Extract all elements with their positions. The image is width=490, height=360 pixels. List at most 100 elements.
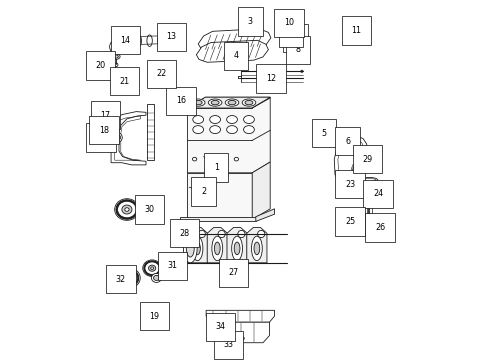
Ellipse shape bbox=[118, 268, 140, 288]
Polygon shape bbox=[187, 228, 208, 263]
Text: 15: 15 bbox=[96, 133, 106, 142]
Ellipse shape bbox=[244, 116, 254, 123]
Ellipse shape bbox=[124, 274, 134, 282]
Ellipse shape bbox=[114, 63, 118, 67]
Ellipse shape bbox=[192, 236, 203, 261]
Ellipse shape bbox=[158, 35, 163, 46]
Ellipse shape bbox=[213, 157, 218, 161]
Polygon shape bbox=[187, 97, 270, 108]
Ellipse shape bbox=[237, 336, 245, 341]
Text: 29: 29 bbox=[362, 155, 372, 163]
Bar bbox=[147, 104, 154, 160]
Ellipse shape bbox=[215, 242, 220, 255]
Text: 9: 9 bbox=[289, 28, 294, 37]
Text: 11: 11 bbox=[352, 26, 362, 35]
Ellipse shape bbox=[116, 136, 119, 139]
Ellipse shape bbox=[289, 24, 292, 27]
Text: 18: 18 bbox=[99, 126, 109, 135]
Ellipse shape bbox=[210, 116, 220, 123]
Ellipse shape bbox=[147, 208, 150, 211]
Ellipse shape bbox=[195, 242, 200, 255]
Ellipse shape bbox=[244, 126, 254, 134]
Text: 34: 34 bbox=[216, 323, 225, 331]
Ellipse shape bbox=[169, 35, 174, 46]
Text: 21: 21 bbox=[120, 77, 129, 86]
Text: 25: 25 bbox=[345, 217, 355, 226]
Polygon shape bbox=[247, 228, 267, 263]
Ellipse shape bbox=[113, 43, 120, 51]
Polygon shape bbox=[252, 162, 270, 220]
Ellipse shape bbox=[218, 230, 225, 238]
Polygon shape bbox=[196, 40, 269, 62]
Ellipse shape bbox=[194, 100, 202, 105]
Text: 26: 26 bbox=[375, 223, 385, 232]
Ellipse shape bbox=[148, 265, 156, 271]
Ellipse shape bbox=[145, 206, 152, 213]
Ellipse shape bbox=[251, 236, 262, 261]
Ellipse shape bbox=[301, 70, 303, 72]
Ellipse shape bbox=[183, 234, 197, 263]
Ellipse shape bbox=[151, 274, 162, 282]
Text: 12: 12 bbox=[266, 74, 276, 83]
Ellipse shape bbox=[147, 35, 152, 46]
Text: 14: 14 bbox=[121, 36, 130, 45]
Ellipse shape bbox=[192, 99, 205, 106]
Polygon shape bbox=[111, 112, 146, 165]
Text: 4: 4 bbox=[234, 51, 239, 60]
Text: 10: 10 bbox=[284, 18, 294, 27]
Ellipse shape bbox=[363, 214, 375, 224]
Ellipse shape bbox=[350, 31, 357, 37]
Ellipse shape bbox=[211, 100, 219, 105]
Polygon shape bbox=[134, 73, 137, 86]
Ellipse shape bbox=[112, 132, 122, 143]
Ellipse shape bbox=[242, 99, 256, 106]
Text: 23: 23 bbox=[345, 180, 355, 189]
Ellipse shape bbox=[143, 260, 162, 276]
Ellipse shape bbox=[125, 208, 129, 211]
Polygon shape bbox=[157, 68, 160, 81]
Ellipse shape bbox=[228, 100, 236, 105]
Ellipse shape bbox=[291, 36, 296, 41]
Ellipse shape bbox=[114, 134, 121, 141]
Ellipse shape bbox=[227, 116, 238, 123]
Ellipse shape bbox=[234, 157, 239, 161]
Ellipse shape bbox=[110, 40, 122, 54]
Polygon shape bbox=[256, 209, 274, 221]
Ellipse shape bbox=[292, 44, 298, 50]
Polygon shape bbox=[187, 173, 252, 220]
Polygon shape bbox=[207, 228, 227, 263]
Ellipse shape bbox=[193, 126, 204, 134]
Text: 3: 3 bbox=[248, 17, 253, 26]
Text: 6: 6 bbox=[345, 137, 350, 146]
Text: 28: 28 bbox=[179, 229, 190, 238]
Text: 2: 2 bbox=[201, 187, 206, 196]
Ellipse shape bbox=[289, 41, 300, 52]
Polygon shape bbox=[206, 310, 274, 322]
Text: 19: 19 bbox=[149, 312, 159, 321]
Ellipse shape bbox=[225, 99, 239, 106]
Text: 7: 7 bbox=[293, 33, 298, 42]
Ellipse shape bbox=[289, 30, 293, 33]
Ellipse shape bbox=[138, 200, 159, 219]
Ellipse shape bbox=[254, 242, 260, 255]
Text: 24: 24 bbox=[373, 189, 383, 198]
Ellipse shape bbox=[122, 205, 132, 214]
Ellipse shape bbox=[125, 35, 131, 46]
Polygon shape bbox=[334, 136, 368, 185]
Text: 30: 30 bbox=[145, 205, 155, 214]
Ellipse shape bbox=[198, 230, 205, 238]
Text: 13: 13 bbox=[166, 32, 176, 41]
Ellipse shape bbox=[361, 184, 378, 189]
Ellipse shape bbox=[353, 23, 357, 27]
Ellipse shape bbox=[127, 276, 131, 280]
Polygon shape bbox=[198, 29, 271, 51]
Text: 8: 8 bbox=[296, 45, 301, 54]
Text: 20: 20 bbox=[95, 61, 105, 70]
Text: 16: 16 bbox=[176, 96, 186, 105]
Ellipse shape bbox=[234, 242, 240, 255]
Ellipse shape bbox=[193, 157, 197, 161]
Ellipse shape bbox=[258, 230, 265, 238]
Ellipse shape bbox=[186, 240, 194, 257]
Polygon shape bbox=[180, 217, 256, 221]
Polygon shape bbox=[212, 322, 270, 343]
